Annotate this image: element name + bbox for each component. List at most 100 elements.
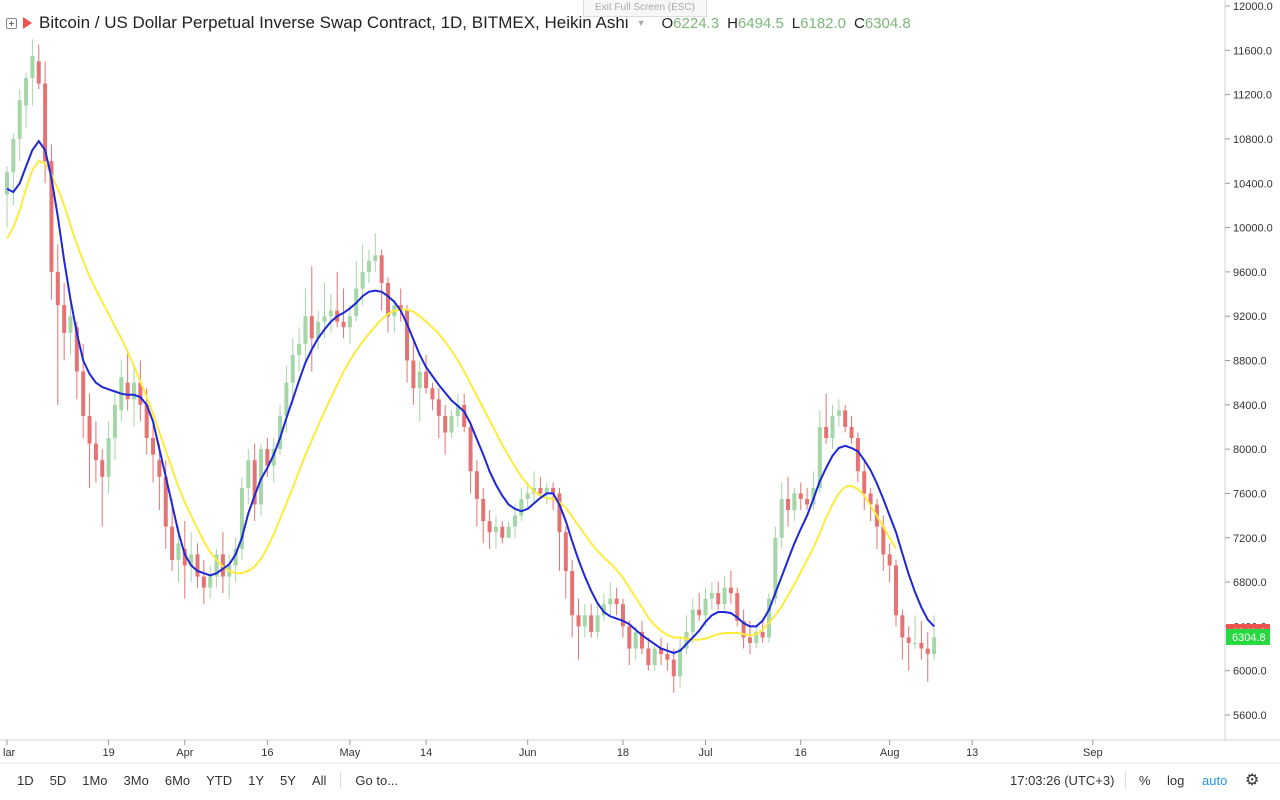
candle-up (24, 78, 29, 106)
candle-up (360, 271, 365, 289)
candle-down (697, 609, 702, 616)
exit-fullscreen-button[interactable]: Exit Full Screen (ESC) (583, 0, 707, 17)
candle-down (462, 404, 467, 427)
candle-down (747, 637, 752, 643)
ma-fast-line (6, 139, 935, 655)
candle-wicks (6, 39, 935, 693)
candle-down (36, 61, 41, 84)
toolbar-divider (340, 771, 342, 789)
candle-down (805, 498, 810, 505)
price-tick-label: 9600.0 (1233, 267, 1267, 279)
candle-down (405, 310, 410, 361)
close-label: C (854, 14, 865, 32)
time-tick-label: 19 (102, 747, 114, 759)
price-tick-label: 10400.0 (1233, 178, 1273, 190)
candle-up (684, 631, 689, 649)
range-1y-button[interactable]: 1Y (248, 772, 265, 788)
price-tick-label: 10800.0 (1233, 134, 1273, 146)
candle-bodies (5, 55, 937, 677)
candle-up (652, 648, 657, 666)
price-tick-label: 11200.0 (1233, 90, 1272, 102)
expand-legend-icon[interactable] (6, 17, 17, 29)
candle-down (849, 426, 854, 439)
range-5d-button[interactable]: 5D (49, 772, 67, 788)
candle-down (74, 327, 79, 372)
chevron-down-icon[interactable]: ▼ (636, 18, 646, 28)
price-tick-label: 6800.0 (1233, 577, 1267, 589)
range-ytd-button[interactable]: YTD (206, 772, 233, 788)
candle-up (303, 316, 308, 344)
price-tick-label: 5600.0 (1233, 710, 1267, 722)
candle-up (513, 515, 517, 527)
candle-down (894, 565, 898, 616)
candle-down (443, 415, 448, 433)
auto-scale-button[interactable]: auto (1202, 772, 1228, 788)
time-axis[interactable]: lar 19 Apr 16 May 14 Jun 18 Jul 16 Aug 13 Sep (3, 740, 1103, 759)
candle-down (265, 449, 270, 466)
range-3mo-button[interactable]: 3Mo (123, 772, 149, 788)
candle-down (430, 388, 435, 400)
range-1d-button[interactable]: 1D (17, 772, 34, 788)
range-5y-button[interactable]: 5Y (280, 772, 296, 788)
candle-down (741, 620, 746, 638)
candle-up (233, 548, 238, 566)
candle-up (608, 598, 613, 605)
toolbar-divider (1125, 771, 1126, 789)
candle-up (30, 55, 35, 79)
candle-up (373, 255, 378, 261)
candle-down (881, 526, 886, 555)
candle-down (81, 371, 86, 416)
symbol-title[interactable]: Bitcoin / US Dollar Perpetual Inverse Sw… (39, 13, 629, 32)
candle-up (754, 631, 759, 643)
candle-down (170, 526, 175, 560)
range-all-button[interactable]: All (311, 772, 327, 788)
price-axis[interactable]: 12000.0 11600.0 11200.0 10800.0 10400.0 10000… (1225, 1, 1273, 722)
candle-down (563, 532, 568, 571)
candle-down (887, 554, 892, 566)
candle-up (417, 371, 422, 389)
candle-down (868, 493, 873, 505)
candle-up (112, 404, 117, 439)
candle-up (678, 648, 683, 677)
candle-down (538, 487, 543, 494)
time-tick-label: Jun (519, 747, 537, 759)
percent-scale-button[interactable]: % (1139, 772, 1151, 788)
gear-icon[interactable]: ⚙ (1245, 772, 1260, 789)
candle-up (779, 498, 784, 538)
candle-down (157, 460, 162, 477)
candle-up (347, 316, 352, 328)
clock-timezone[interactable]: 17:03:26 (UTC+3) (1010, 772, 1115, 788)
price-tick-label: 12000.0 (1233, 1, 1273, 13)
range-1mo-button[interactable]: 1Mo (82, 772, 108, 788)
candle-down (620, 604, 625, 627)
candle-down (500, 526, 505, 538)
candle-down (728, 587, 733, 594)
log-scale-button[interactable]: log (1167, 772, 1185, 788)
candle-up (189, 554, 194, 566)
open-value: 6224.3 (673, 14, 720, 32)
candle-up (722, 587, 727, 605)
candle-down (735, 593, 740, 621)
candle-down (201, 576, 206, 588)
price-tick-label: 10000.0 (1233, 223, 1273, 235)
chart-pane (0, 0, 1280, 764)
candle-up (633, 631, 638, 649)
price-tick-label: 11600.0 (1233, 45, 1272, 57)
candle-up (544, 487, 549, 494)
candle-down (195, 554, 200, 577)
time-tick-label: lar (3, 747, 16, 759)
candle-down (925, 648, 930, 655)
time-tick-label: May (340, 747, 361, 759)
candle-down (398, 305, 403, 311)
goto-button[interactable]: Go to... (355, 772, 399, 788)
candle-down (100, 460, 105, 477)
range-6mo-button[interactable]: 6Mo (164, 772, 191, 788)
time-tick-label: 13 (966, 747, 978, 759)
time-tick-label: Sep (1083, 747, 1103, 759)
price-tick-label: 8400.0 (1233, 400, 1267, 412)
candle-up (817, 426, 822, 488)
candle-up (176, 543, 181, 560)
time-tick-label: 16 (261, 747, 273, 759)
candle-up (773, 537, 778, 599)
